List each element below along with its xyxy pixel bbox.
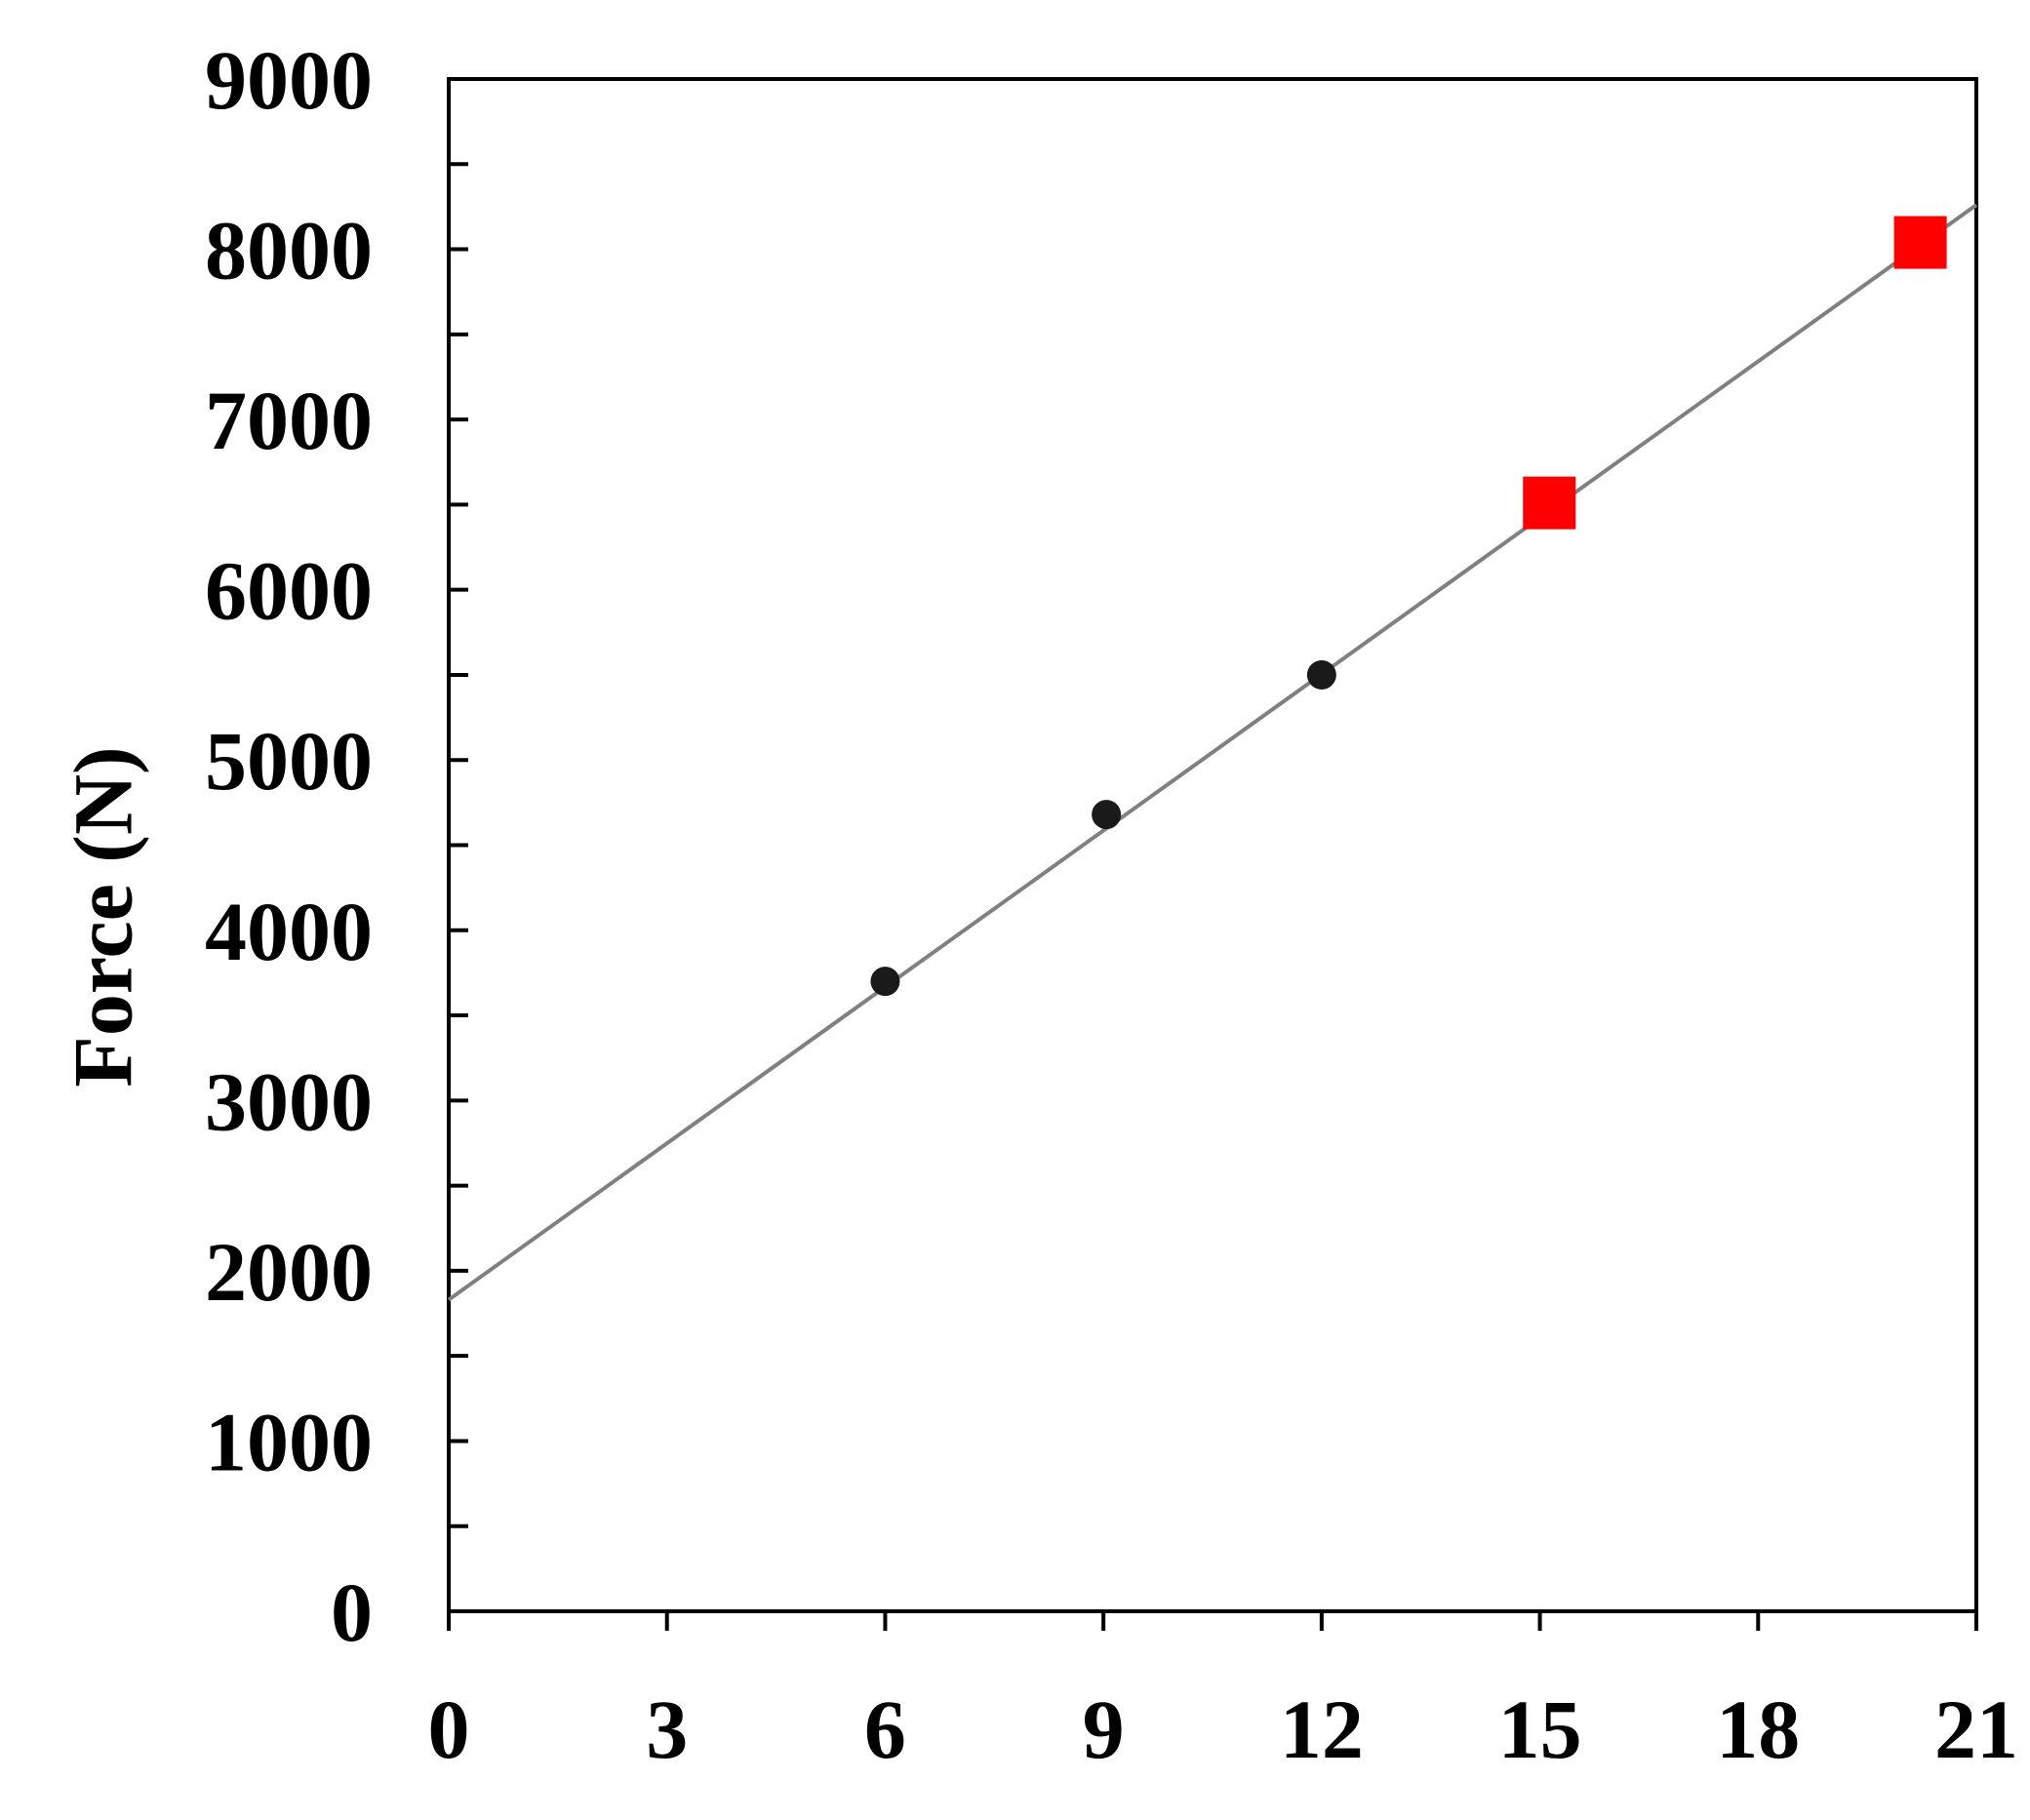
x-tick-label: 0 xyxy=(428,1682,470,1776)
y-tick-label: 2000 xyxy=(205,1225,373,1319)
x-tick-label: 18 xyxy=(1716,1682,1800,1776)
y-tick-label: 4000 xyxy=(205,885,373,978)
y-tick-label: 6000 xyxy=(205,544,373,638)
y-axis-label: Force (N) xyxy=(57,746,150,1087)
data-point xyxy=(1092,800,1122,830)
plot-frame xyxy=(447,77,1978,1613)
x-tick-label: 12 xyxy=(1280,1682,1364,1776)
x-tick-label: 21 xyxy=(1934,1682,2018,1776)
fit-line xyxy=(447,203,1978,1302)
data-point xyxy=(870,967,900,997)
y-tick-label: 9000 xyxy=(205,33,373,127)
x-tick-label: 3 xyxy=(646,1682,688,1776)
data-point xyxy=(1523,476,1576,530)
y-tick-label: 0 xyxy=(331,1565,373,1659)
data-point xyxy=(1893,216,1947,269)
y-tick-label: 5000 xyxy=(205,714,373,808)
y-tick-label: 3000 xyxy=(205,1054,373,1148)
x-tick-label: 6 xyxy=(864,1682,906,1776)
y-tick-label: 1000 xyxy=(205,1395,373,1488)
y-tick-label: 7000 xyxy=(205,374,373,467)
y-tick-label: 8000 xyxy=(205,204,373,297)
data-point xyxy=(1306,659,1336,690)
x-tick-label: 9 xyxy=(1083,1682,1125,1776)
x-tick-label: 15 xyxy=(1498,1682,1582,1776)
